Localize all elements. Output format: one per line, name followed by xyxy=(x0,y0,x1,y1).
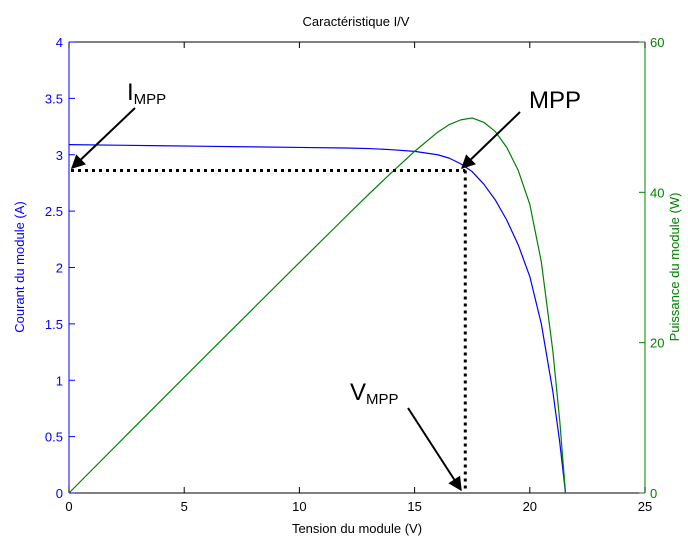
y-left-tick-label: 3 xyxy=(56,148,63,163)
impp-label-sub: MPP xyxy=(134,91,167,108)
y-left-tick-label: 0 xyxy=(56,486,63,501)
y-right-tick-label: 0 xyxy=(650,486,657,501)
impp-label-main: I xyxy=(127,79,134,106)
y-left-tick-label: 0.5 xyxy=(45,430,63,445)
x-tick-label: 0 xyxy=(65,499,72,514)
y-right-tick-label: 20 xyxy=(650,336,664,351)
chart-title: Caractéristique I/V xyxy=(303,14,410,29)
x-tick-label: 20 xyxy=(523,499,537,514)
mpp-label: MPP xyxy=(529,87,581,114)
y-right-tick-label: 60 xyxy=(650,35,664,50)
y-right-axis-ticks: 0 20 40 60 xyxy=(639,35,664,501)
y-left-tick-label: 3.5 xyxy=(45,91,63,106)
x-tick-label: 15 xyxy=(407,499,421,514)
impp-label: IMPP xyxy=(127,79,166,108)
x-axis-label: Tension du module (V) xyxy=(292,521,422,536)
power-curve-line xyxy=(68,117,567,494)
impp-arrow xyxy=(70,107,136,169)
x-tick-label: 10 xyxy=(292,499,306,514)
mpp-arrow xyxy=(460,111,521,169)
y-left-tick-label: 4 xyxy=(56,35,63,50)
vmpp-label-sub: MPP xyxy=(366,391,399,408)
annotation-layer: IMPP MPP VMPP xyxy=(70,79,581,492)
x-axis-ticks: 0 5 10 15 20 25 xyxy=(65,42,652,514)
y-left-axis-ticks: 0 0.5 1 1.5 2 2.5 3 3.5 4 xyxy=(45,35,75,501)
series-layer xyxy=(68,117,567,494)
vmpp-label: VMPP xyxy=(350,379,399,408)
y-left-tick-label: 2 xyxy=(56,261,63,276)
y-left-tick-label: 2.5 xyxy=(45,204,63,219)
y-left-axis-label: Courant du module (A) xyxy=(12,201,27,333)
y-left-tick-label: 1.5 xyxy=(45,317,63,332)
current-curve-line xyxy=(68,144,567,494)
vmpp-arrow xyxy=(407,407,462,492)
y-right-axis-label: Puissance du module (W) xyxy=(667,193,682,342)
y-right-tick-label: 40 xyxy=(650,185,664,200)
x-tick-label: 5 xyxy=(181,499,188,514)
y-left-tick-label: 1 xyxy=(56,373,63,388)
vmpp-label-main: V xyxy=(350,379,366,406)
x-tick-label: 25 xyxy=(638,499,652,514)
